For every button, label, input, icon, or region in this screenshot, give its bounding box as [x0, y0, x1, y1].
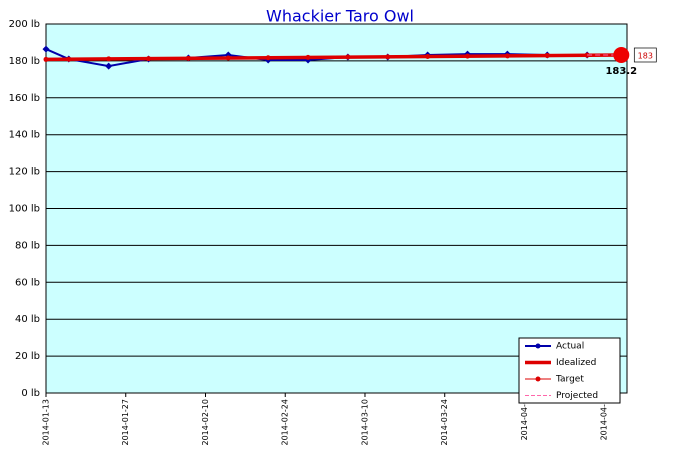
y-tick-label: 0 lb	[21, 388, 40, 399]
y-tick-label: 20 lb	[15, 351, 40, 362]
y-tick-label: 200 lb	[9, 19, 40, 30]
legend-label: Target	[555, 375, 584, 385]
y-tick-label: 120 lb	[9, 167, 40, 178]
y-tick-label: 60 lb	[15, 277, 40, 288]
end-box	[633, 47, 657, 63]
end-marker	[613, 46, 630, 63]
legend-label: Actual	[556, 342, 584, 352]
data-point	[345, 54, 351, 60]
data-point	[305, 54, 311, 60]
data-point	[225, 55, 231, 61]
y-tick-label: 160 lb	[9, 93, 40, 104]
legend-marker	[535, 343, 541, 349]
legend-box	[518, 337, 621, 404]
end-box-label: 183	[638, 51, 653, 60]
data-point	[465, 53, 471, 59]
data-point	[42, 45, 50, 53]
x-tick-label: 2014-01-13	[42, 399, 51, 446]
end-value-label: 183.2	[605, 66, 637, 77]
data-point	[66, 56, 72, 62]
y-tick-label: 80 lb	[15, 240, 40, 251]
x-tick-label: 2014-02-10	[201, 399, 210, 446]
y-tick-label: 180 lb	[9, 56, 40, 67]
data-point	[185, 55, 191, 61]
data-point	[504, 53, 510, 59]
x-tick-label: 2014-04-2	[600, 399, 609, 440]
x-tick-label: 2014-01-27	[121, 399, 130, 446]
data-point	[544, 53, 550, 59]
data-point	[106, 56, 112, 62]
data-point	[43, 56, 49, 62]
x-tick-label: 2014-03-10	[360, 399, 369, 446]
y-tick-label: 100 lb	[9, 204, 40, 215]
legend-label: Projected	[556, 391, 598, 401]
x-tick-label: 2014-03-24	[440, 399, 449, 446]
y-tick-label: 40 lb	[15, 314, 40, 325]
data-point	[146, 56, 152, 62]
legend-marker	[535, 376, 541, 382]
data-point	[105, 62, 113, 70]
data-point	[265, 55, 271, 61]
chart-title: Whackier Taro Owl	[266, 7, 414, 26]
data-point	[425, 53, 431, 59]
x-tick-label: 2014-04-0	[520, 399, 529, 440]
data-point	[385, 54, 391, 60]
x-tick-label: 2014-02-24	[281, 399, 290, 446]
legend-label: Idealized	[556, 358, 596, 368]
y-tick-label: 140 lb	[9, 130, 40, 141]
